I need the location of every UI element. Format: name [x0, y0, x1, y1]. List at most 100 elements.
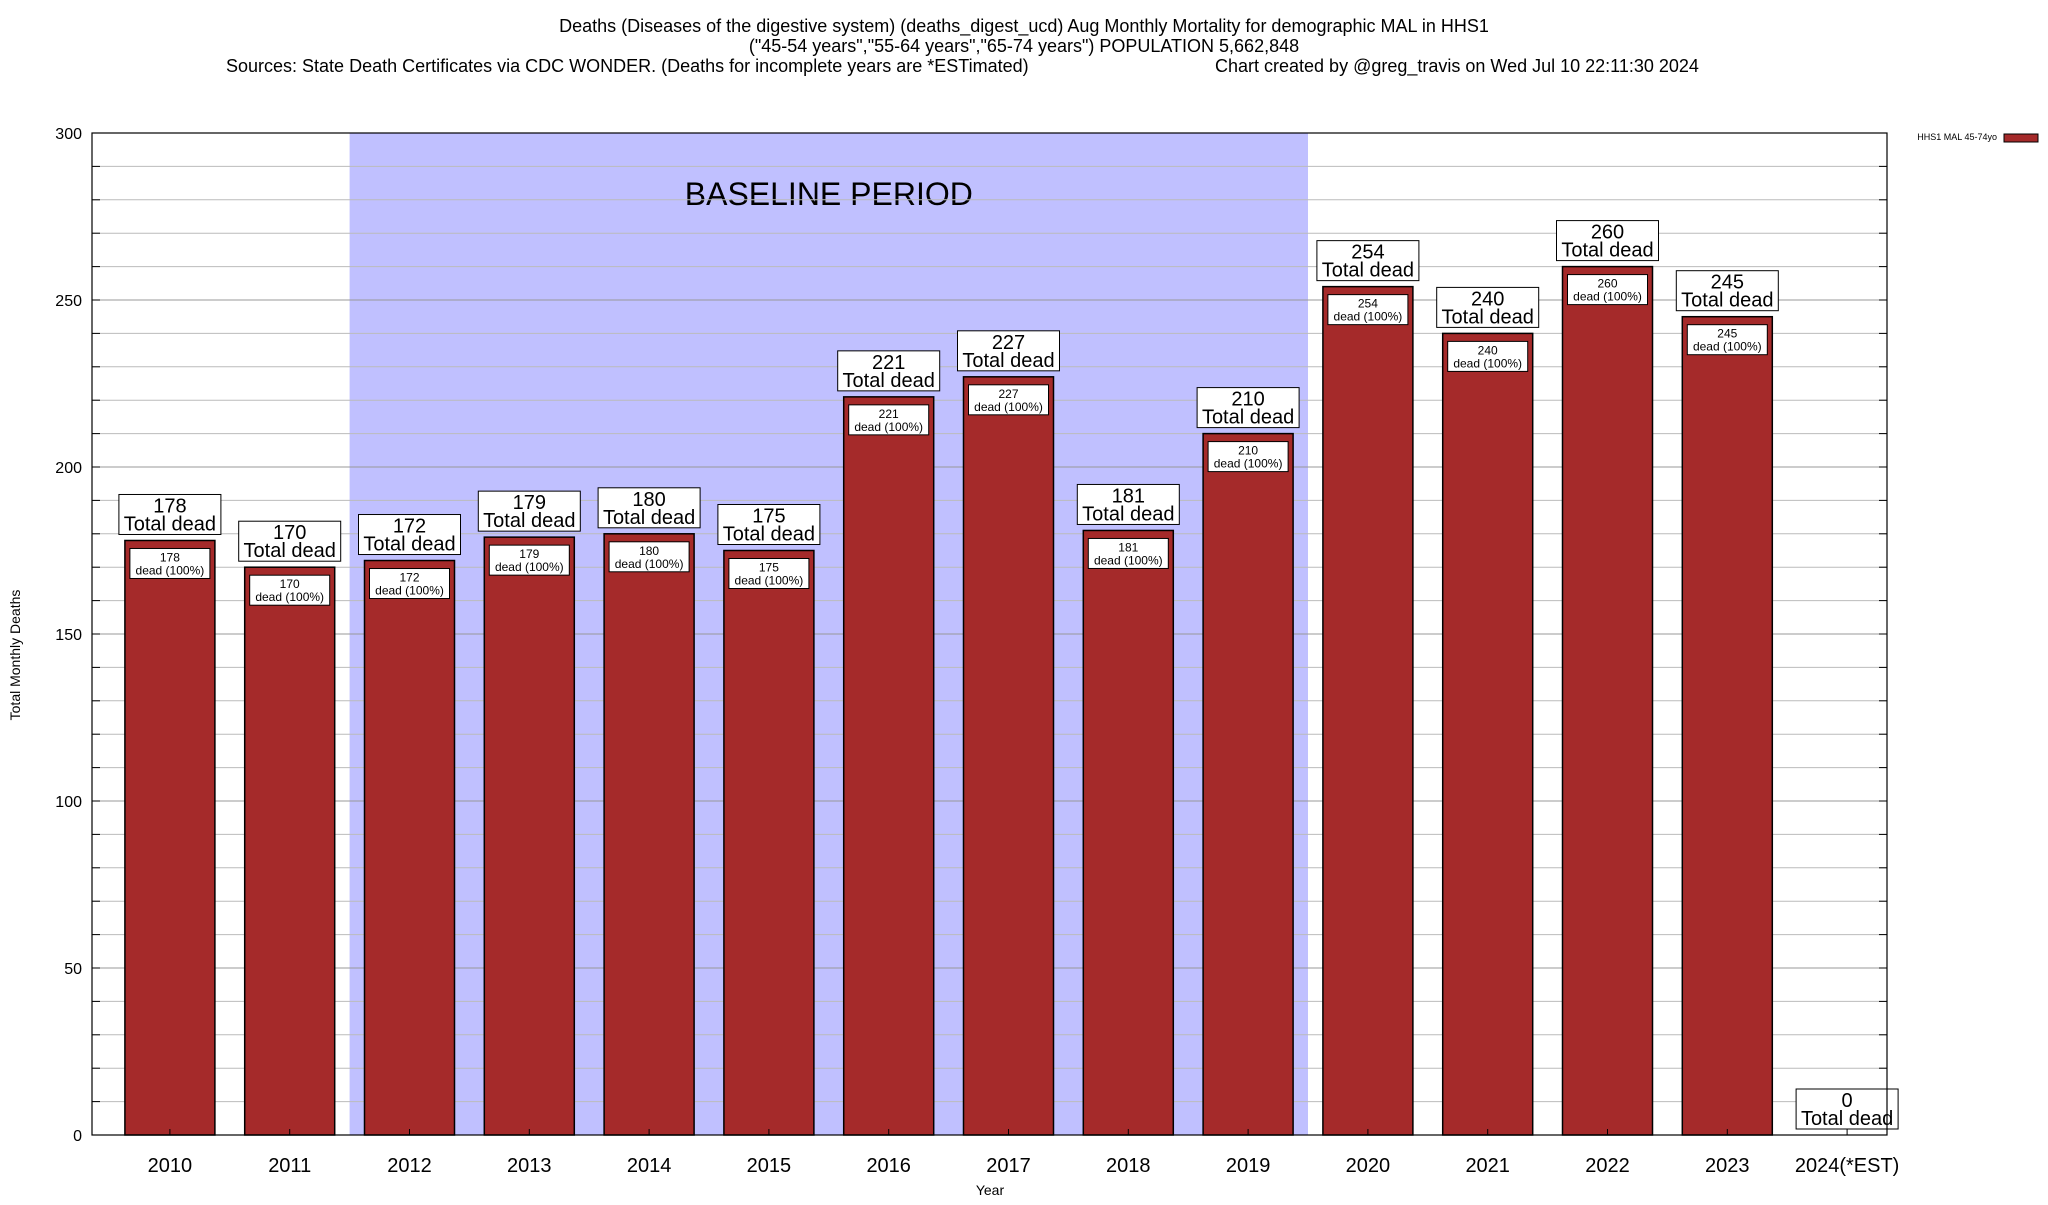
inner-dead-label: dead (100%) [1094, 553, 1163, 567]
total-dead-label: Total dead [1681, 290, 1773, 312]
total-dead-label: Total dead [1801, 1108, 1893, 1130]
bar [1441, 332, 1534, 1136]
inner-dead-label: dead (100%) [974, 400, 1043, 414]
total-value-label: 172 [393, 516, 426, 538]
total-value-label: 181 [1112, 485, 1145, 507]
total-label-box [1556, 220, 1659, 262]
total-label-box [597, 487, 701, 529]
x-tick-label: 2021 [1465, 1155, 1510, 1177]
bar [962, 376, 1055, 1136]
total-value-label: 178 [153, 495, 186, 517]
chart-credit-note: Chart created by @greg_travis on Wed Jul… [1215, 56, 1699, 77]
inner-value-label: 179 [519, 547, 539, 561]
inner-label-box [1567, 274, 1648, 306]
y-tick-label: 100 [55, 794, 82, 811]
baseline-period-label: BASELINE PERIOD [685, 176, 973, 212]
inner-value-label: 172 [399, 571, 419, 585]
bar [1202, 432, 1294, 1136]
inner-value-label: 210 [1238, 444, 1258, 458]
total-dead-label: Total dead [124, 513, 216, 535]
x-tick-label: 2022 [1585, 1155, 1630, 1177]
y-tick-label: 0 [73, 1128, 82, 1145]
total-value-label: 170 [273, 522, 306, 544]
x-tick-label: 2018 [1106, 1155, 1151, 1177]
y-tick-label: 50 [64, 961, 82, 978]
x-tick-label: 2015 [747, 1155, 792, 1177]
inner-dead-label: dead (100%) [1693, 340, 1762, 354]
inner-dead-label: dead (100%) [495, 560, 564, 574]
bar [483, 536, 576, 1136]
total-value-label: 221 [872, 352, 905, 374]
total-value-label: 175 [752, 506, 785, 528]
inner-value-label: 181 [1118, 540, 1138, 554]
total-value-label: 254 [1351, 242, 1384, 264]
total-label-box [717, 504, 821, 545]
total-dead-label: Total dead [363, 534, 455, 556]
y-tick-label: 200 [55, 460, 82, 477]
x-axis-label: Year [976, 1182, 1005, 1198]
inner-dead-label: dead (100%) [1453, 356, 1522, 370]
chart-title-line1: Deaths (Diseases of the digestive system… [559, 16, 1489, 37]
total-value-label: 260 [1591, 222, 1624, 244]
bar [603, 533, 695, 1136]
chart-title-line2: ("45-54 years","55-64 years","65-74 year… [749, 36, 1299, 56]
inner-dead-label: dead (100%) [255, 590, 324, 604]
inner-value-label: 240 [1478, 343, 1498, 357]
x-tick-label: 2019 [1226, 1155, 1271, 1177]
total-label-box [957, 330, 1060, 372]
total-value-label: 245 [1711, 272, 1744, 294]
inner-label-box [1207, 441, 1289, 473]
inner-label-box [1087, 537, 1169, 569]
total-dead-label: Total dead [1561, 240, 1653, 262]
total-label-box [1076, 483, 1180, 525]
total-value-label: 227 [992, 332, 1025, 354]
inner-value-label: 178 [160, 550, 180, 564]
inner-label-box [129, 547, 211, 579]
inner-dead-label: dead (100%) [615, 557, 684, 571]
y-axis-label: Total Monthly Deaths [7, 590, 23, 721]
total-label-box [118, 493, 222, 535]
total-dead-label: Total dead [962, 350, 1054, 372]
total-label-box [358, 514, 461, 556]
x-tick-label: 2013 [507, 1155, 552, 1177]
total-dead-label: Total dead [1442, 306, 1534, 328]
inner-dead-label: dead (100%) [136, 563, 205, 577]
total-value-label: 0 [1842, 1090, 1853, 1112]
total-dead-label: Total dead [603, 507, 695, 529]
inner-value-label: 245 [1717, 327, 1737, 341]
inner-dead-label: dead (100%) [735, 574, 804, 588]
y-tick-label: 150 [55, 627, 82, 644]
inner-label-box [1686, 324, 1768, 356]
inner-value-label: 260 [1597, 277, 1617, 291]
y-tick-label: 300 [55, 126, 82, 143]
total-dead-label: Total dead [723, 524, 815, 546]
total-label-box [238, 520, 342, 562]
total-label-box [1436, 286, 1540, 328]
inner-label-box [1327, 294, 1409, 326]
bar [723, 549, 815, 1136]
x-tick-label: 2024(*EST) [1795, 1155, 1900, 1177]
inner-dead-label: dead (100%) [1334, 310, 1403, 324]
plot-border [91, 132, 1888, 1136]
bar [124, 539, 216, 1136]
plot-area: BASELINE PERIOD050100150200250300178dead… [55, 126, 2039, 1177]
total-label-box [1316, 240, 1420, 282]
inner-value-label: 254 [1358, 297, 1378, 311]
total-label-box [1795, 1088, 1899, 1130]
bar [243, 566, 336, 1136]
inner-value-label: 221 [879, 407, 899, 421]
total-value-label: 210 [1231, 389, 1264, 411]
legend-label: HHS1 MAL 45-74yo [1917, 132, 1997, 142]
bar [1681, 315, 1774, 1136]
inner-dead-label: dead (100%) [1214, 457, 1283, 471]
inner-dead-label: dead (100%) [854, 420, 923, 434]
bar [1561, 265, 1654, 1136]
inner-label-box [968, 384, 1049, 416]
total-label-box [837, 350, 941, 392]
inner-value-label: 170 [280, 577, 300, 591]
total-value-label: 240 [1471, 288, 1504, 310]
x-tick-label: 2010 [148, 1155, 193, 1177]
total-label-box [477, 490, 581, 532]
inner-value-label: 175 [759, 561, 779, 575]
